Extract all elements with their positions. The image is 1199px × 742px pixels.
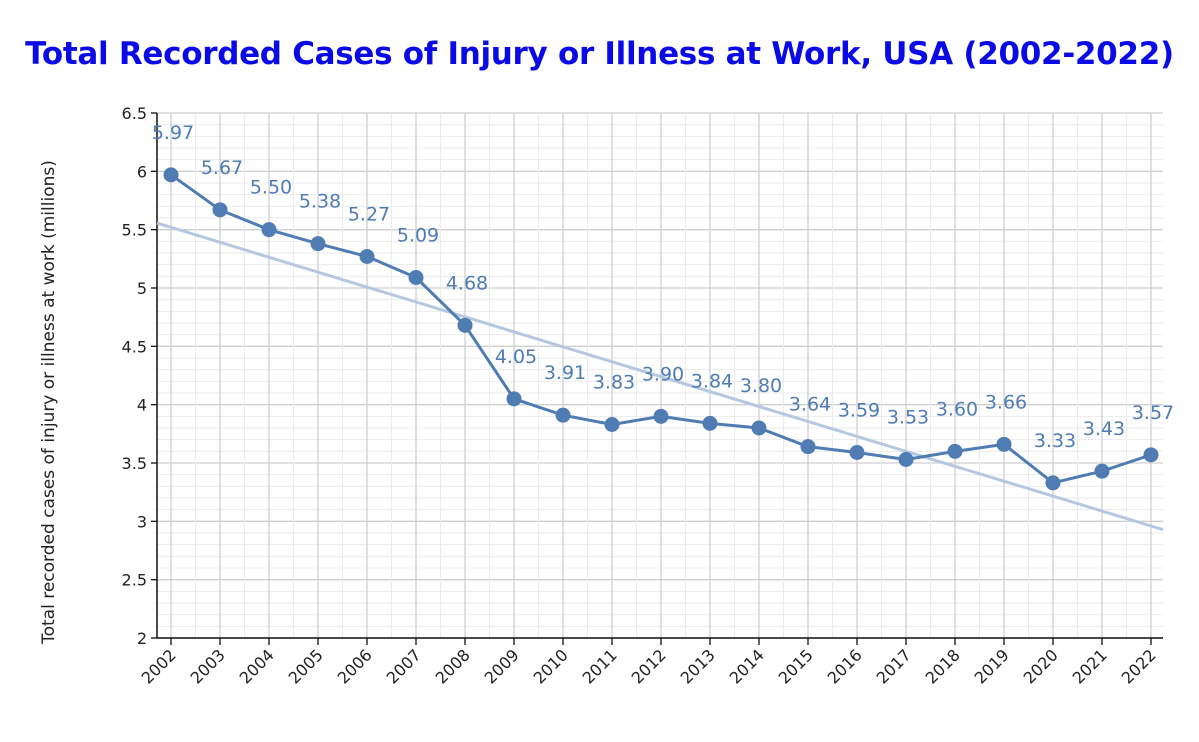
y-tick-label: 5 [137,279,147,298]
data-label: 3.59 [838,400,880,422]
data-point [408,270,424,285]
grid-lines [157,112,1163,639]
x-tick-label: 2003 [187,645,229,687]
x-tick-label: 2007 [383,645,425,687]
data-labels: 5.97 5.67 5.50 5.38 5.27 5.09 4.68 4.05 3.91 3.83… [152,122,1174,452]
chart-title: Total Recorded Cases of Injury or Illnes… [25,36,1174,72]
y-tick-label: 6 [137,162,147,181]
data-point [457,317,473,333]
data-point [1143,447,1159,463]
trendline [156,221,1164,532]
data-label: 3.53 [887,407,929,429]
data-label: 3.91 [544,362,586,384]
x-tick-label: 2016 [824,645,866,687]
data-label: 5.09 [397,225,439,247]
data-point [261,222,277,238]
data-point [996,436,1012,452]
data-label: 3.60 [936,398,978,420]
x-tick-label: 2010 [530,645,572,687]
data-point [163,167,179,183]
x-tick-label: 2018 [922,645,964,687]
x-tick-label: 2002 [138,645,180,687]
data-point [310,236,326,252]
data-point [212,202,228,218]
x-tick-label: 2021 [1069,645,1111,687]
x-tick-label: 2008 [432,645,474,687]
x-tick-label: 2013 [677,645,719,687]
data-point [800,439,816,455]
y-tick-label: 5.5 [122,221,147,240]
data-point [653,408,669,424]
data-label: 5.50 [250,177,292,199]
data-point [751,420,767,436]
data-point [1094,463,1110,479]
data-label: 3.64 [789,394,831,416]
y-tick-label: 2 [137,629,147,648]
x-tick-label: 2015 [775,645,817,687]
x-tick-label: 2009 [481,645,523,687]
data-label: 3.80 [740,375,782,397]
x-tick-label: 2017 [873,645,915,687]
y-tick-label: 4.5 [122,337,147,356]
data-point [898,452,914,467]
x-tick-label: 2014 [726,645,768,687]
x-tick-label: 2005 [285,645,327,687]
data-point [947,443,963,459]
x-tick-label: 2006 [334,645,376,687]
data-label: 5.38 [299,191,341,213]
data-label: 5.67 [201,157,243,179]
data-point [604,417,620,432]
data-label: 3.66 [985,391,1027,413]
data-point [702,415,718,431]
x-tick-label: 2012 [628,645,670,687]
data-label: 4.05 [495,346,537,368]
data-label: 3.90 [642,363,684,385]
data-point [359,249,375,264]
data-label: 5.27 [348,204,390,226]
x-tick-label: 2004 [236,645,278,687]
data-point [555,407,571,423]
data-label: 3.57 [1132,402,1174,424]
data-label: 4.68 [446,272,488,294]
x-tick-label: 2022 [1118,645,1160,687]
data-label: 3.84 [691,370,733,392]
data-point [849,445,865,460]
data-point [506,391,522,407]
x-tick-label: 2019 [971,645,1013,687]
y-tick-label: 2.5 [122,571,147,590]
series-layer [163,167,1159,491]
data-label: 3.43 [1083,418,1125,440]
data-label: 5.97 [152,122,194,144]
y-tick-label: 3 [137,512,147,531]
y-axis-label: Total recorded cases of injury or illnes… [39,160,59,645]
data-label: 3.33 [1034,430,1076,452]
y-tick-label: 4 [137,396,147,415]
y-tick-label: 3.5 [122,454,147,473]
y-tick-label: 6.5 [122,104,147,123]
x-tick-label: 2011 [579,645,621,687]
data-point [1045,475,1061,491]
x-tick-label: 2020 [1020,645,1062,687]
data-label: 3.83 [593,372,635,394]
trendline-layer [156,221,1164,532]
